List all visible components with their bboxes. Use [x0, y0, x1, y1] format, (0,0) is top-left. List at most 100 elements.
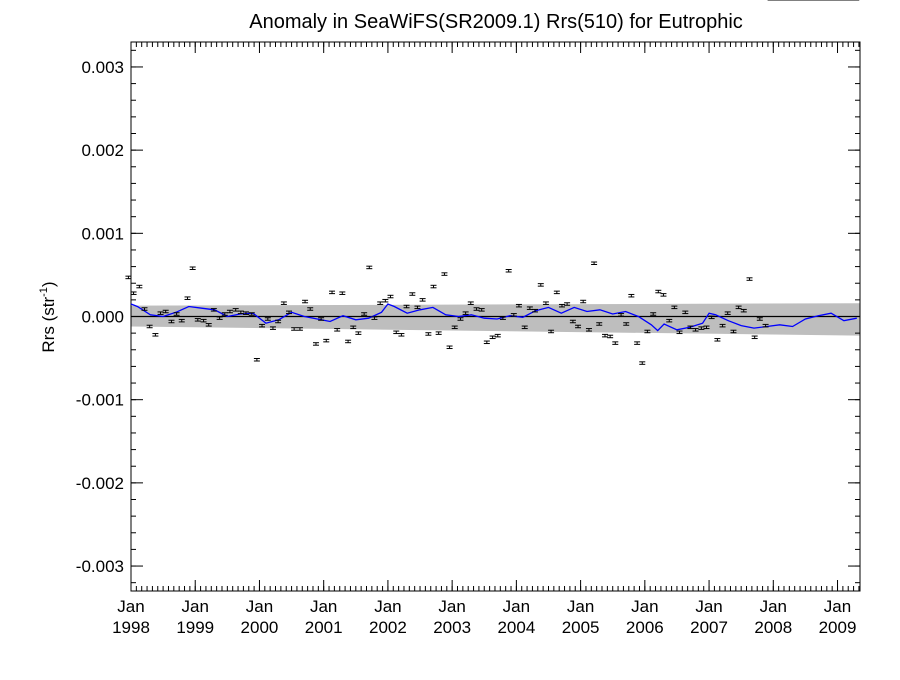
data-point [146, 324, 153, 329]
data-point [286, 310, 293, 315]
data-point [136, 284, 143, 289]
data-point [532, 308, 539, 313]
data-point [339, 291, 346, 295]
data-point [575, 324, 582, 329]
data-point [714, 338, 721, 342]
x-tick-month-label: Jan [503, 597, 530, 616]
data-point [216, 316, 223, 320]
y-tick-label: -0.002 [76, 474, 124, 493]
data-point [548, 329, 555, 334]
data-point [409, 292, 416, 296]
data-point [558, 303, 565, 308]
x-tick-year-label: 2000 [241, 618, 279, 637]
data-point [205, 323, 212, 327]
data-point [585, 328, 592, 332]
data-point [210, 308, 217, 312]
data-point [655, 289, 662, 294]
data-point [371, 316, 378, 320]
x-tick-year-label: 2008 [754, 618, 792, 637]
data-point [553, 290, 560, 295]
data-point [639, 361, 646, 365]
y-tick-labels: -0.003 -0.002 -0.001 0.000 0.001 0.002 0.003 [76, 58, 124, 576]
data-point [623, 322, 630, 326]
x-tick-year-label: 2003 [433, 618, 471, 637]
data-point [178, 318, 185, 323]
data-point [382, 298, 389, 303]
data-point [253, 358, 260, 362]
data-point [275, 319, 282, 324]
data-point [762, 323, 769, 328]
data-point [130, 291, 137, 295]
y-axis-label-close: ) [39, 281, 58, 287]
x-tick-month-label: Jan [438, 597, 465, 616]
data-point [141, 307, 148, 311]
data-point [618, 313, 625, 317]
x-tick-month-label: Jan [246, 597, 273, 616]
data-point [318, 317, 325, 321]
data-point [184, 296, 191, 300]
data-point [259, 323, 266, 328]
data-point [291, 327, 298, 331]
x-tick-month-label: Jan [117, 597, 144, 616]
data-point [457, 317, 464, 321]
data-point [334, 328, 341, 332]
data-point [473, 307, 480, 311]
y-tick-label: 0.001 [81, 224, 124, 243]
data-point [602, 333, 609, 338]
data-point [735, 305, 742, 310]
data-points-layer [125, 0, 860, 365]
data-point [446, 345, 453, 350]
data-point [542, 301, 549, 305]
y-tick-label: 0.003 [81, 58, 124, 77]
data-point [302, 299, 309, 304]
data-point [462, 311, 469, 315]
data-point [414, 305, 421, 310]
data-point [628, 293, 635, 298]
data-point [398, 333, 405, 337]
data-point [226, 309, 233, 314]
data-point [248, 312, 255, 316]
x-tick-year-label: 2006 [626, 618, 664, 637]
data-point [698, 326, 705, 330]
data-point [499, 316, 506, 320]
x-tick-month-label: Jan [695, 597, 722, 616]
data-point [724, 311, 731, 315]
data-point [612, 341, 619, 345]
data-point [451, 325, 458, 330]
x-tick-month-label: Jan [374, 597, 401, 616]
y-axis-label: Rrs (str-1) [38, 281, 58, 352]
data-point [296, 327, 303, 331]
x-tick-month-label: Jan [182, 597, 209, 616]
data-point [660, 293, 667, 297]
data-point [366, 265, 373, 270]
x-tick-year-label: 2001 [305, 618, 343, 637]
y-axis-label-superscript: -1 [38, 287, 50, 297]
data-point [650, 312, 657, 316]
data-point [435, 331, 442, 335]
y-tick-label: 0.000 [81, 308, 124, 327]
data-point [515, 303, 522, 308]
data-point [221, 312, 228, 316]
data-point [173, 312, 180, 316]
data-point [494, 333, 501, 338]
data-point [200, 318, 207, 323]
data-point [125, 275, 132, 280]
data-point [644, 329, 651, 334]
data-point [708, 315, 715, 320]
data-point [489, 335, 496, 340]
data-point [307, 307, 314, 311]
x-tick-labels: Jan 1998 Jan 1999 Jan 2000 Jan 2001 Jan 2002 Jan 20… [112, 597, 856, 637]
data-point [671, 305, 678, 310]
data-point [505, 269, 512, 273]
data-point [526, 306, 533, 310]
data-point [361, 312, 368, 316]
data-point [682, 310, 689, 315]
data-point [746, 277, 753, 281]
data-point [264, 317, 271, 321]
data-point [269, 326, 276, 330]
data-point [666, 318, 673, 323]
x-tick-month-label: Jan [631, 597, 658, 616]
x-tick-month-label: Jan [824, 597, 851, 616]
